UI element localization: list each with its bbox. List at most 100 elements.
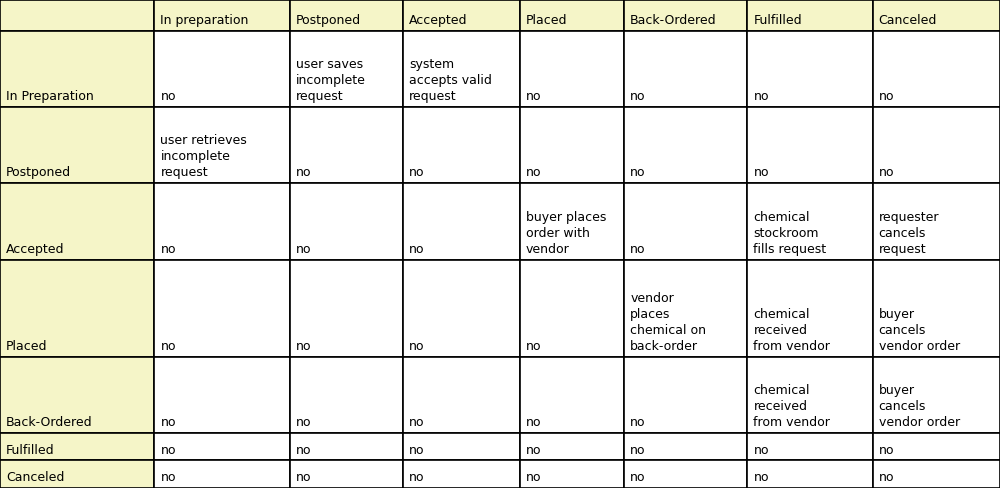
- Text: no: no: [296, 340, 312, 353]
- Text: In preparation: In preparation: [160, 14, 249, 27]
- Bar: [873, 0, 1000, 31]
- Text: no: no: [160, 471, 176, 484]
- Bar: [624, 357, 747, 433]
- Text: system
accepts valid
request: system accepts valid request: [409, 58, 492, 103]
- Text: In Preparation: In Preparation: [6, 90, 94, 103]
- Text: Placed: Placed: [526, 14, 567, 27]
- Bar: [520, 31, 624, 107]
- Bar: [747, 433, 873, 461]
- Bar: [520, 107, 624, 183]
- Bar: [403, 433, 520, 461]
- Text: no: no: [753, 444, 769, 457]
- Text: chemical
stockroom
fills request: chemical stockroom fills request: [753, 211, 827, 256]
- Text: user retrieves
incomplete
request: user retrieves incomplete request: [160, 135, 247, 180]
- Text: no: no: [526, 416, 541, 429]
- Bar: [0, 433, 154, 461]
- Text: no: no: [409, 166, 424, 180]
- Text: no: no: [409, 243, 424, 256]
- Text: no: no: [753, 90, 769, 103]
- Text: no: no: [160, 416, 176, 429]
- Bar: [624, 107, 747, 183]
- Bar: [290, 31, 403, 107]
- Bar: [873, 31, 1000, 107]
- Text: no: no: [753, 166, 769, 180]
- Bar: [154, 107, 290, 183]
- Bar: [0, 0, 154, 31]
- Bar: [624, 433, 747, 461]
- Text: no: no: [526, 471, 541, 484]
- Text: Canceled: Canceled: [879, 14, 937, 27]
- Bar: [747, 107, 873, 183]
- Bar: [290, 433, 403, 461]
- Text: buyer
cancels
vendor order: buyer cancels vendor order: [879, 307, 960, 353]
- Bar: [873, 183, 1000, 260]
- Bar: [520, 357, 624, 433]
- Bar: [747, 183, 873, 260]
- Bar: [290, 461, 403, 488]
- Bar: [154, 183, 290, 260]
- Bar: [873, 461, 1000, 488]
- Bar: [624, 183, 747, 260]
- Bar: [154, 357, 290, 433]
- Text: no: no: [526, 90, 541, 103]
- Bar: [520, 461, 624, 488]
- Bar: [403, 260, 520, 357]
- Text: no: no: [526, 444, 541, 457]
- Bar: [747, 0, 873, 31]
- Bar: [520, 183, 624, 260]
- Bar: [403, 31, 520, 107]
- Text: vendor
places
chemical on
back-order: vendor places chemical on back-order: [630, 292, 706, 353]
- Bar: [403, 461, 520, 488]
- Text: no: no: [630, 471, 646, 484]
- Text: Fulfilled: Fulfilled: [753, 14, 802, 27]
- Bar: [624, 461, 747, 488]
- Text: no: no: [630, 416, 646, 429]
- Text: no: no: [160, 243, 176, 256]
- Text: no: no: [526, 340, 541, 353]
- Bar: [747, 31, 873, 107]
- Text: no: no: [630, 166, 646, 180]
- Text: chemical
received
from vendor: chemical received from vendor: [753, 307, 830, 353]
- Bar: [520, 260, 624, 357]
- Bar: [873, 260, 1000, 357]
- Text: Accepted: Accepted: [6, 243, 64, 256]
- Text: Back-Ordered: Back-Ordered: [630, 14, 717, 27]
- Bar: [403, 107, 520, 183]
- Text: no: no: [296, 166, 312, 180]
- Text: no: no: [409, 444, 424, 457]
- Text: no: no: [296, 471, 312, 484]
- Text: no: no: [409, 416, 424, 429]
- Bar: [154, 0, 290, 31]
- Text: requester
cancels
request: requester cancels request: [879, 211, 939, 256]
- Bar: [403, 357, 520, 433]
- Text: no: no: [296, 416, 312, 429]
- Bar: [154, 461, 290, 488]
- Bar: [520, 0, 624, 31]
- Bar: [624, 0, 747, 31]
- Text: Fulfilled: Fulfilled: [6, 444, 55, 457]
- Bar: [520, 433, 624, 461]
- Bar: [0, 357, 154, 433]
- Text: no: no: [630, 90, 646, 103]
- Bar: [0, 31, 154, 107]
- Bar: [154, 31, 290, 107]
- Text: no: no: [296, 243, 312, 256]
- Bar: [290, 0, 403, 31]
- Bar: [290, 357, 403, 433]
- Text: no: no: [296, 444, 312, 457]
- Text: no: no: [879, 90, 894, 103]
- Bar: [290, 183, 403, 260]
- Text: no: no: [526, 166, 541, 180]
- Text: user saves
incomplete
request: user saves incomplete request: [296, 58, 366, 103]
- Bar: [747, 461, 873, 488]
- Bar: [873, 107, 1000, 183]
- Text: no: no: [879, 444, 894, 457]
- Text: no: no: [409, 471, 424, 484]
- Bar: [290, 107, 403, 183]
- Bar: [873, 433, 1000, 461]
- Bar: [0, 183, 154, 260]
- Bar: [873, 357, 1000, 433]
- Text: no: no: [879, 166, 894, 180]
- Text: Accepted: Accepted: [409, 14, 467, 27]
- Text: no: no: [160, 444, 176, 457]
